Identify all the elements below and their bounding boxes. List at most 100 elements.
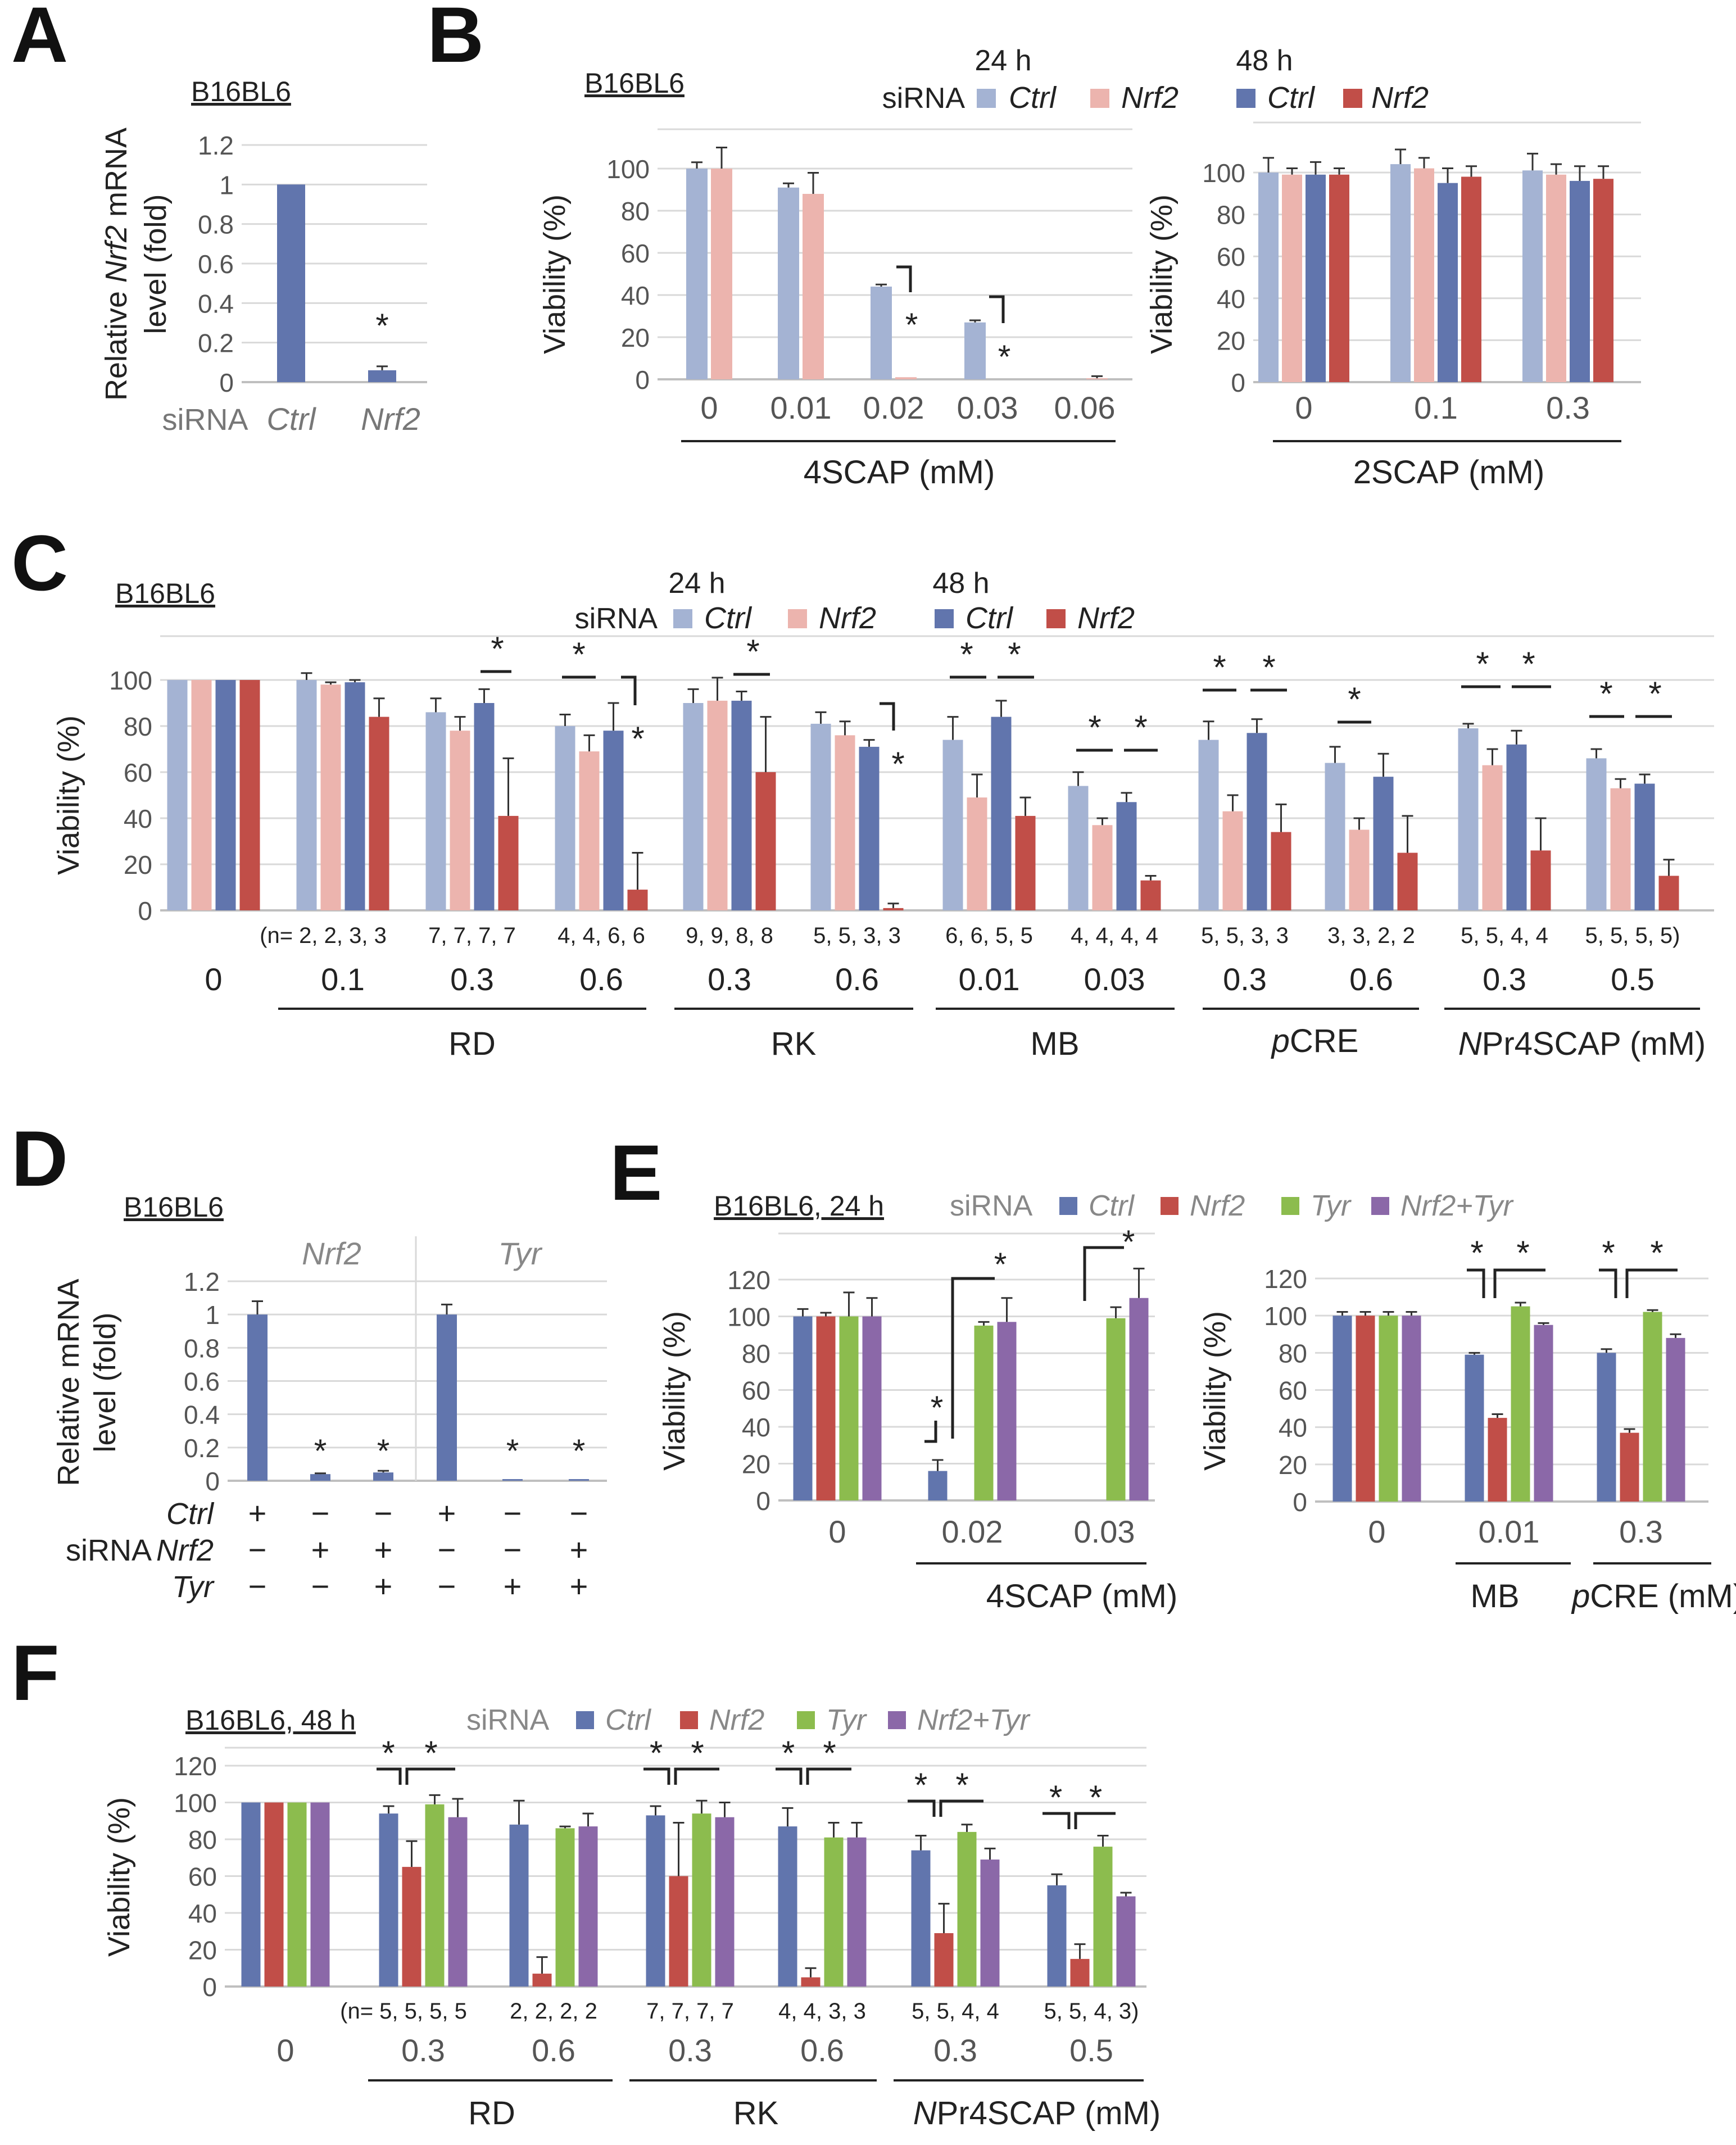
y-tick-label: 0.4 bbox=[198, 289, 234, 318]
x-tick-label: 0.3 bbox=[1223, 962, 1267, 997]
legend-label: Nrf2 bbox=[1077, 601, 1135, 635]
n-label: 2, 2, 2, 2 bbox=[510, 1999, 597, 2024]
significance-star: * bbox=[573, 1433, 586, 1470]
significance-star: * bbox=[931, 1390, 944, 1426]
y-tick-label: 100 bbox=[174, 1789, 217, 1818]
x-group-label: pCRE (mM) bbox=[1571, 1578, 1736, 1615]
bar-B-right-ctrl-48-h-0 bbox=[1306, 174, 1326, 382]
x-tick-label: 0.03 bbox=[1084, 962, 1145, 997]
y-tick-label: 0 bbox=[1293, 1488, 1307, 1517]
x-tick-label: 0 bbox=[1295, 390, 1312, 425]
significance-star: * bbox=[1134, 709, 1147, 746]
bar-F-nrf2-tyr-2 bbox=[578, 1826, 598, 1987]
significance-star: * bbox=[314, 1433, 327, 1470]
y-tick-label: 80 bbox=[188, 1825, 217, 1854]
bar-E-left-nrf2-tyr-0 bbox=[862, 1316, 882, 1500]
legend-swatch bbox=[1161, 1197, 1179, 1215]
y-axis-label: Viability (%) bbox=[1145, 194, 1179, 354]
y-tick-label: 1.2 bbox=[198, 131, 234, 160]
x-group-label: RK bbox=[771, 1026, 817, 1062]
significance-star: * bbox=[631, 720, 644, 758]
row-value: + bbox=[504, 1568, 522, 1604]
y-tick-label: 20 bbox=[124, 850, 152, 879]
bar-C-ctrl-48-h-9 bbox=[1373, 777, 1394, 910]
legend-swatch-ctrl48 bbox=[1236, 89, 1255, 108]
n-label: (n= 2, 2, 3, 3 bbox=[260, 923, 387, 948]
bar-B-left-nrf2-24-h-2 bbox=[895, 377, 917, 379]
y-tick-label: 40 bbox=[621, 281, 650, 310]
bar-B-left-nrf2-24-h-4 bbox=[1086, 378, 1108, 379]
significance-star: * bbox=[424, 1734, 437, 1772]
legend-swatch bbox=[673, 609, 692, 628]
bar-C-nrf2-24-h-3 bbox=[579, 751, 600, 910]
bar-E-right-ctrl-2 bbox=[1597, 1353, 1616, 1502]
legend-swatch bbox=[935, 609, 954, 628]
y-axis-label: level (fold) bbox=[88, 1312, 122, 1452]
x-group-label: NPr4SCAP (mM) bbox=[1458, 1026, 1706, 1062]
bar-C-nrf2-48-h-9 bbox=[1397, 852, 1418, 910]
chart-B-left: 0 20 40 60 80 100 bbox=[606, 147, 1132, 394]
bar-E-right-nrf2-tyr-0 bbox=[1402, 1316, 1421, 1502]
bar-C-nrf2-48-h-0 bbox=[239, 680, 260, 910]
n-label: 6, 6, 5, 5 bbox=[945, 923, 1033, 948]
bar-D-rel-2 bbox=[373, 1472, 393, 1481]
significance-star: * bbox=[1599, 675, 1612, 713]
row-value: + bbox=[570, 1532, 588, 1567]
legend-label: Ctrl bbox=[1089, 1190, 1135, 1222]
y-tick-label: 120 bbox=[1264, 1264, 1307, 1294]
n-label: 5, 5, 5, 5) bbox=[1585, 923, 1680, 948]
bar-F-ctrl-5 bbox=[911, 1850, 931, 1987]
significance-star: * bbox=[1516, 1234, 1529, 1272]
n-label: 5, 5, 4, 4 bbox=[1461, 923, 1548, 948]
bar-E-right-tyr-0 bbox=[1379, 1316, 1398, 1502]
y-tick-label: 60 bbox=[621, 239, 650, 268]
n-label: 9, 9, 8, 8 bbox=[686, 923, 773, 948]
x-tick-label: 0.5 bbox=[1069, 2033, 1113, 2068]
bar-C-ctrl-48-h-4 bbox=[731, 700, 752, 910]
n-label: 5, 5, 3, 3 bbox=[813, 923, 901, 948]
bar-C-nrf2-24-h-7 bbox=[1092, 825, 1113, 910]
n-label: 4, 4, 4, 4 bbox=[1071, 923, 1158, 948]
row-value: + bbox=[374, 1568, 393, 1604]
x-tick-label: 0.6 bbox=[579, 962, 623, 997]
bar-B-right-nrf2-24-h-0 bbox=[1282, 174, 1302, 382]
x-tick-label: 0.01 bbox=[770, 390, 832, 425]
panel-label-F: F bbox=[11, 1629, 60, 1717]
y-tick-label: 0 bbox=[205, 1467, 220, 1496]
x-tick-label: 0.3 bbox=[1619, 1514, 1663, 1549]
bar-F-nrf2-6 bbox=[1070, 1958, 1090, 1987]
y-tick-label: 0 bbox=[1231, 368, 1245, 397]
n-label: 5, 5, 4, 3) bbox=[1044, 1999, 1139, 2024]
bar-F-ctrl-0 bbox=[241, 1802, 261, 1987]
bar-C-ctrl-24-h-2 bbox=[425, 712, 446, 910]
x-tick-label: 0.3 bbox=[1546, 390, 1590, 425]
bar-F-tyr-6 bbox=[1093, 1847, 1113, 1987]
n-label: 5, 5, 4, 4 bbox=[912, 1999, 999, 2024]
x-tick-label: 0.1 bbox=[321, 962, 365, 997]
n-label: 3, 3, 2, 2 bbox=[1327, 923, 1415, 948]
y-tick-label: 60 bbox=[188, 1862, 217, 1892]
x-tick-label: 0.3 bbox=[450, 962, 494, 997]
y-axis-label: Viability (%) bbox=[538, 194, 572, 354]
x-group-label: MB bbox=[1471, 1578, 1520, 1615]
y-tick-label: 100 bbox=[109, 666, 152, 695]
y-tick-label: 1 bbox=[205, 1300, 220, 1330]
y-tick-label: 20 bbox=[621, 323, 650, 352]
bar-C-nrf2-24-h-0 bbox=[191, 680, 212, 910]
chart-E-left: 0 20 40 60 80 100 120 bbox=[727, 1266, 1155, 1516]
legend-label: Tyr bbox=[1311, 1190, 1352, 1222]
bar-C-ctrl-48-h-2 bbox=[474, 703, 495, 910]
chart-B-right: 0 20 40 60 80 100 bbox=[1202, 148, 1641, 397]
bar-F-nrf2-5 bbox=[934, 1933, 954, 1987]
row-value: − bbox=[438, 1532, 456, 1567]
bar-C-nrf2-24-h-9 bbox=[1349, 829, 1370, 910]
bar-F-tyr-0 bbox=[287, 1802, 307, 1987]
bar-B-right-nrf2-48-h-2 bbox=[1593, 179, 1613, 382]
x-group-label: RD bbox=[448, 1026, 496, 1062]
row-value: − bbox=[504, 1532, 522, 1567]
bar-B-left-nrf2-24-h-0 bbox=[711, 169, 732, 379]
significance-star: * bbox=[491, 630, 504, 668]
legend-time: 24 h bbox=[668, 567, 725, 600]
legend-label: Nrf2 bbox=[1190, 1190, 1245, 1222]
n-label: 4, 4, 6, 6 bbox=[557, 923, 645, 948]
